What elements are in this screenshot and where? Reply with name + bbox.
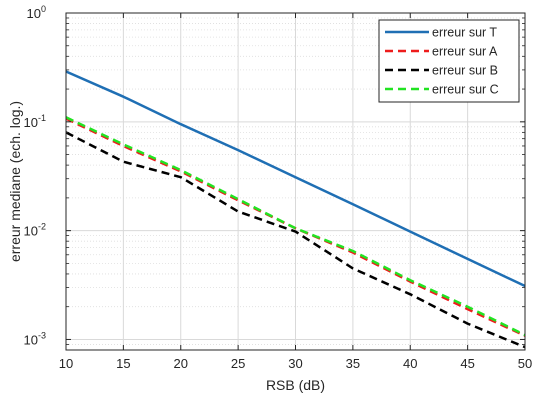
series-line-erreur-sur-c (65, 116, 526, 337)
y-tick-label: 10-2 (24, 222, 46, 239)
series-line-erreur-sur-b (65, 131, 526, 349)
x-tick-label: 50 (518, 356, 532, 371)
y-axis-label: erreur mediane (ech. log.) (7, 101, 23, 262)
y-tick-label: 100 (27, 4, 46, 21)
legend-label: erreur sur A (432, 45, 498, 59)
x-tick-label: 10 (59, 356, 73, 371)
legend-box (378, 19, 520, 103)
x-tick-label: 45 (460, 356, 474, 371)
series-line-erreur-sur-t (65, 70, 526, 288)
x-tick-label: 15 (116, 356, 130, 371)
x-tick-label: 35 (346, 356, 360, 371)
x-tick-label: 20 (174, 356, 188, 371)
y-tick-label: 10-3 (24, 330, 46, 347)
axis-ticks (65, 12, 526, 350)
x-tick-label: 40 (403, 356, 417, 371)
legend-label: erreur sur C (432, 83, 499, 97)
x-tick-label: 30 (288, 356, 302, 371)
series-layer (65, 70, 526, 349)
legend-label: erreur sur T (432, 26, 497, 40)
tick-labels: 10 15 20 25 30 35 40 45 50 10-3 10-2 10-1 100 (24, 4, 533, 371)
y-tick-label: 10-1 (24, 113, 46, 130)
legend-label: erreur sur B (432, 64, 498, 78)
x-axis-label: RSB (dB) (266, 377, 325, 393)
x-tick-label: 25 (231, 356, 245, 371)
legend: erreur sur T erreur sur A erreur sur B erre… (378, 19, 520, 103)
